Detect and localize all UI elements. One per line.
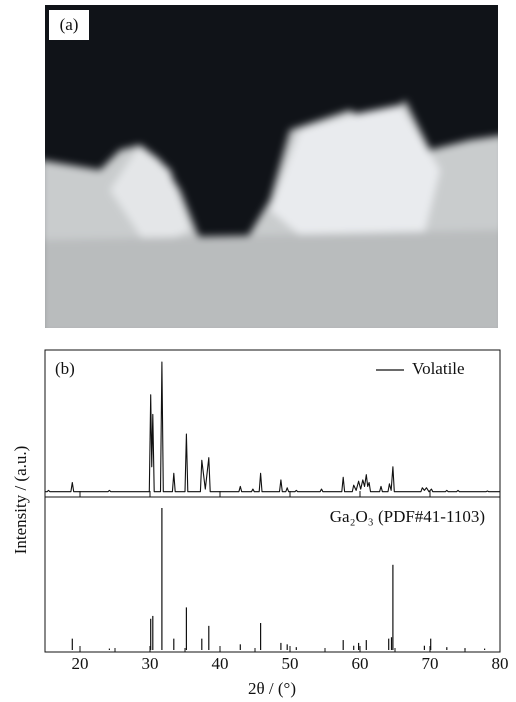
panel-title: (b) bbox=[55, 359, 75, 378]
crystals bbox=[45, 100, 498, 328]
reference-label: Ga₂O₃ (PDF#41-1103) bbox=[330, 507, 485, 526]
legend-entry: Volatile bbox=[412, 359, 465, 378]
y-axis-label: Intensity / (a.u.) bbox=[11, 446, 30, 555]
pattern-line bbox=[45, 361, 500, 493]
x-tick-label: 60 bbox=[352, 654, 369, 673]
x-tick-label: 30 bbox=[142, 654, 159, 673]
x-tick-label: 50 bbox=[282, 654, 299, 673]
x-axis-label: 2θ / (°) bbox=[248, 679, 296, 698]
photo-label-box bbox=[49, 10, 89, 40]
x-tick-label: 70 bbox=[422, 654, 439, 673]
plot-frame bbox=[44, 349, 501, 653]
photo-label: (a) bbox=[60, 15, 79, 34]
photo bbox=[45, 5, 498, 328]
x-tick-label: 20 bbox=[72, 654, 89, 673]
x-tick-label: 40 bbox=[212, 654, 229, 673]
x-tick-label: 80 bbox=[492, 654, 509, 673]
